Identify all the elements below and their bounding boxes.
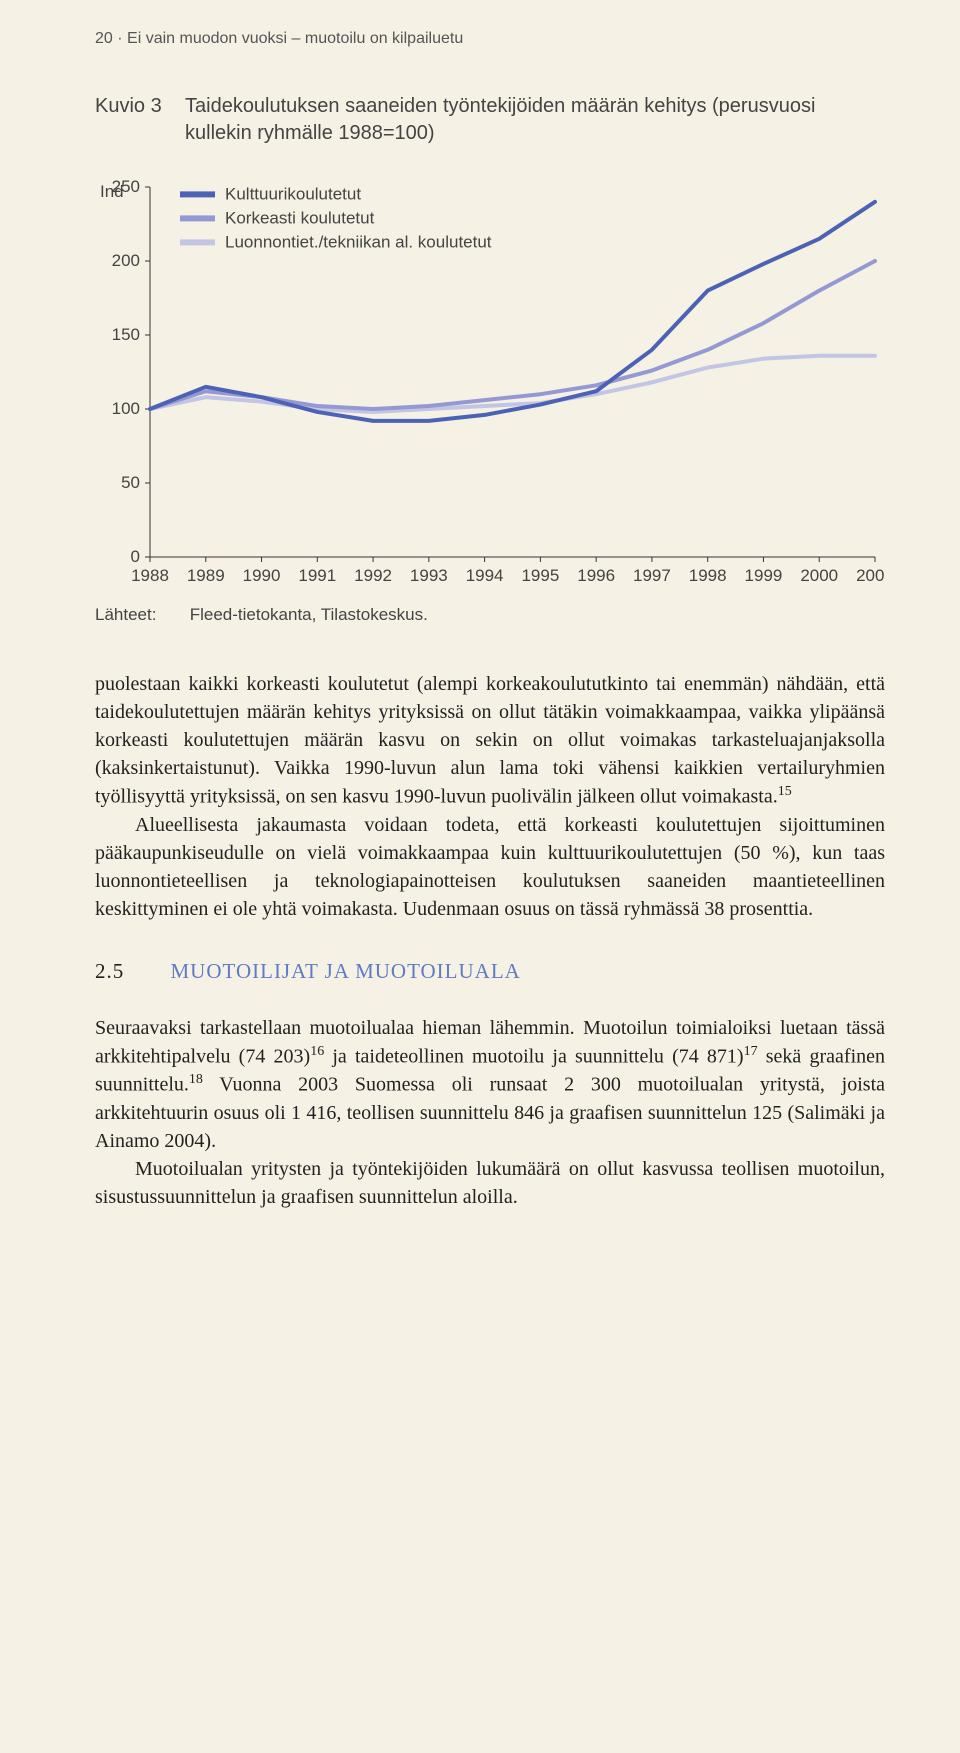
body-paragraph-4: Muotoilualan yritysten ja työntekijöiden… bbox=[95, 1155, 885, 1211]
svg-text:Korkeasti koulutetut: Korkeasti koulutetut bbox=[225, 208, 375, 227]
section-number: 2.5 bbox=[95, 959, 124, 984]
svg-text:1991: 1991 bbox=[298, 566, 336, 585]
svg-text:1989: 1989 bbox=[187, 566, 225, 585]
svg-text:1997: 1997 bbox=[633, 566, 671, 585]
svg-text:Kulttuurikoulutetut: Kulttuurikoulutetut bbox=[225, 184, 361, 203]
svg-text:150: 150 bbox=[112, 325, 140, 344]
svg-text:1995: 1995 bbox=[521, 566, 559, 585]
footnote-ref-18: 18 bbox=[189, 1072, 203, 1087]
figure-title: Taidekoulutuksen saaneiden työntekijöide… bbox=[185, 93, 885, 147]
body-paragraph-2: Alueellisesta jakaumasta voidaan todeta,… bbox=[95, 811, 885, 923]
footnote-ref-16: 16 bbox=[310, 1044, 324, 1059]
svg-text:1998: 1998 bbox=[689, 566, 727, 585]
source-text: Fleed-tietokanta, Tilastokeskus. bbox=[190, 605, 428, 624]
footnote-ref-15: 15 bbox=[778, 784, 792, 799]
source-label: Lähteet: bbox=[95, 605, 185, 625]
svg-text:1993: 1993 bbox=[410, 566, 448, 585]
svg-text:250: 250 bbox=[112, 177, 140, 196]
line-chart: Ind0501001502002501988198919901991199219… bbox=[95, 177, 885, 597]
svg-text:1999: 1999 bbox=[745, 566, 783, 585]
section-heading: 2.5 MUOTOILIJAT JA MUOTOILUALA bbox=[95, 959, 885, 984]
section-title: MUOTOILIJAT JA MUOTOILUALA bbox=[171, 959, 521, 983]
svg-text:100: 100 bbox=[112, 399, 140, 418]
chart-svg: Ind0501001502002501988198919901991199219… bbox=[95, 177, 885, 597]
svg-text:200: 200 bbox=[112, 251, 140, 270]
body-paragraph-3: Seuraavaksi tarkastellaan muotoilualaa h… bbox=[95, 1014, 885, 1155]
svg-text:50: 50 bbox=[121, 473, 140, 492]
footnote-ref-17: 17 bbox=[744, 1044, 758, 1059]
figure-caption: Kuvio 3 Taidekoulutuksen saaneiden työnt… bbox=[95, 93, 885, 147]
svg-text:2001: 2001 bbox=[856, 566, 885, 585]
svg-text:Luonnontiet./tekniikan al. kou: Luonnontiet./tekniikan al. koulutetut bbox=[225, 232, 492, 251]
svg-text:1988: 1988 bbox=[131, 566, 169, 585]
page-header: 20 · Ei vain muodon vuoksi – muotoilu on… bbox=[95, 30, 885, 48]
svg-text:0: 0 bbox=[131, 547, 140, 566]
svg-text:1992: 1992 bbox=[354, 566, 392, 585]
svg-text:1990: 1990 bbox=[243, 566, 281, 585]
svg-text:1994: 1994 bbox=[466, 566, 504, 585]
chart-source: Lähteet: Fleed-tietokanta, Tilastokeskus… bbox=[95, 605, 885, 625]
p1-text: puolestaan kaikki korkeasti koulutetut (… bbox=[95, 673, 885, 808]
figure-number: Kuvio 3 bbox=[95, 93, 185, 147]
body-paragraph-1: puolestaan kaikki korkeasti koulutetut (… bbox=[95, 670, 885, 811]
p3-text-b: ja taideteollinen muotoilu ja suunnittel… bbox=[324, 1045, 743, 1067]
svg-text:1996: 1996 bbox=[577, 566, 615, 585]
p3-text-d: Vuonna 2003 Suomessa oli runsaat 2 300 m… bbox=[95, 1074, 885, 1152]
svg-text:2000: 2000 bbox=[800, 566, 838, 585]
